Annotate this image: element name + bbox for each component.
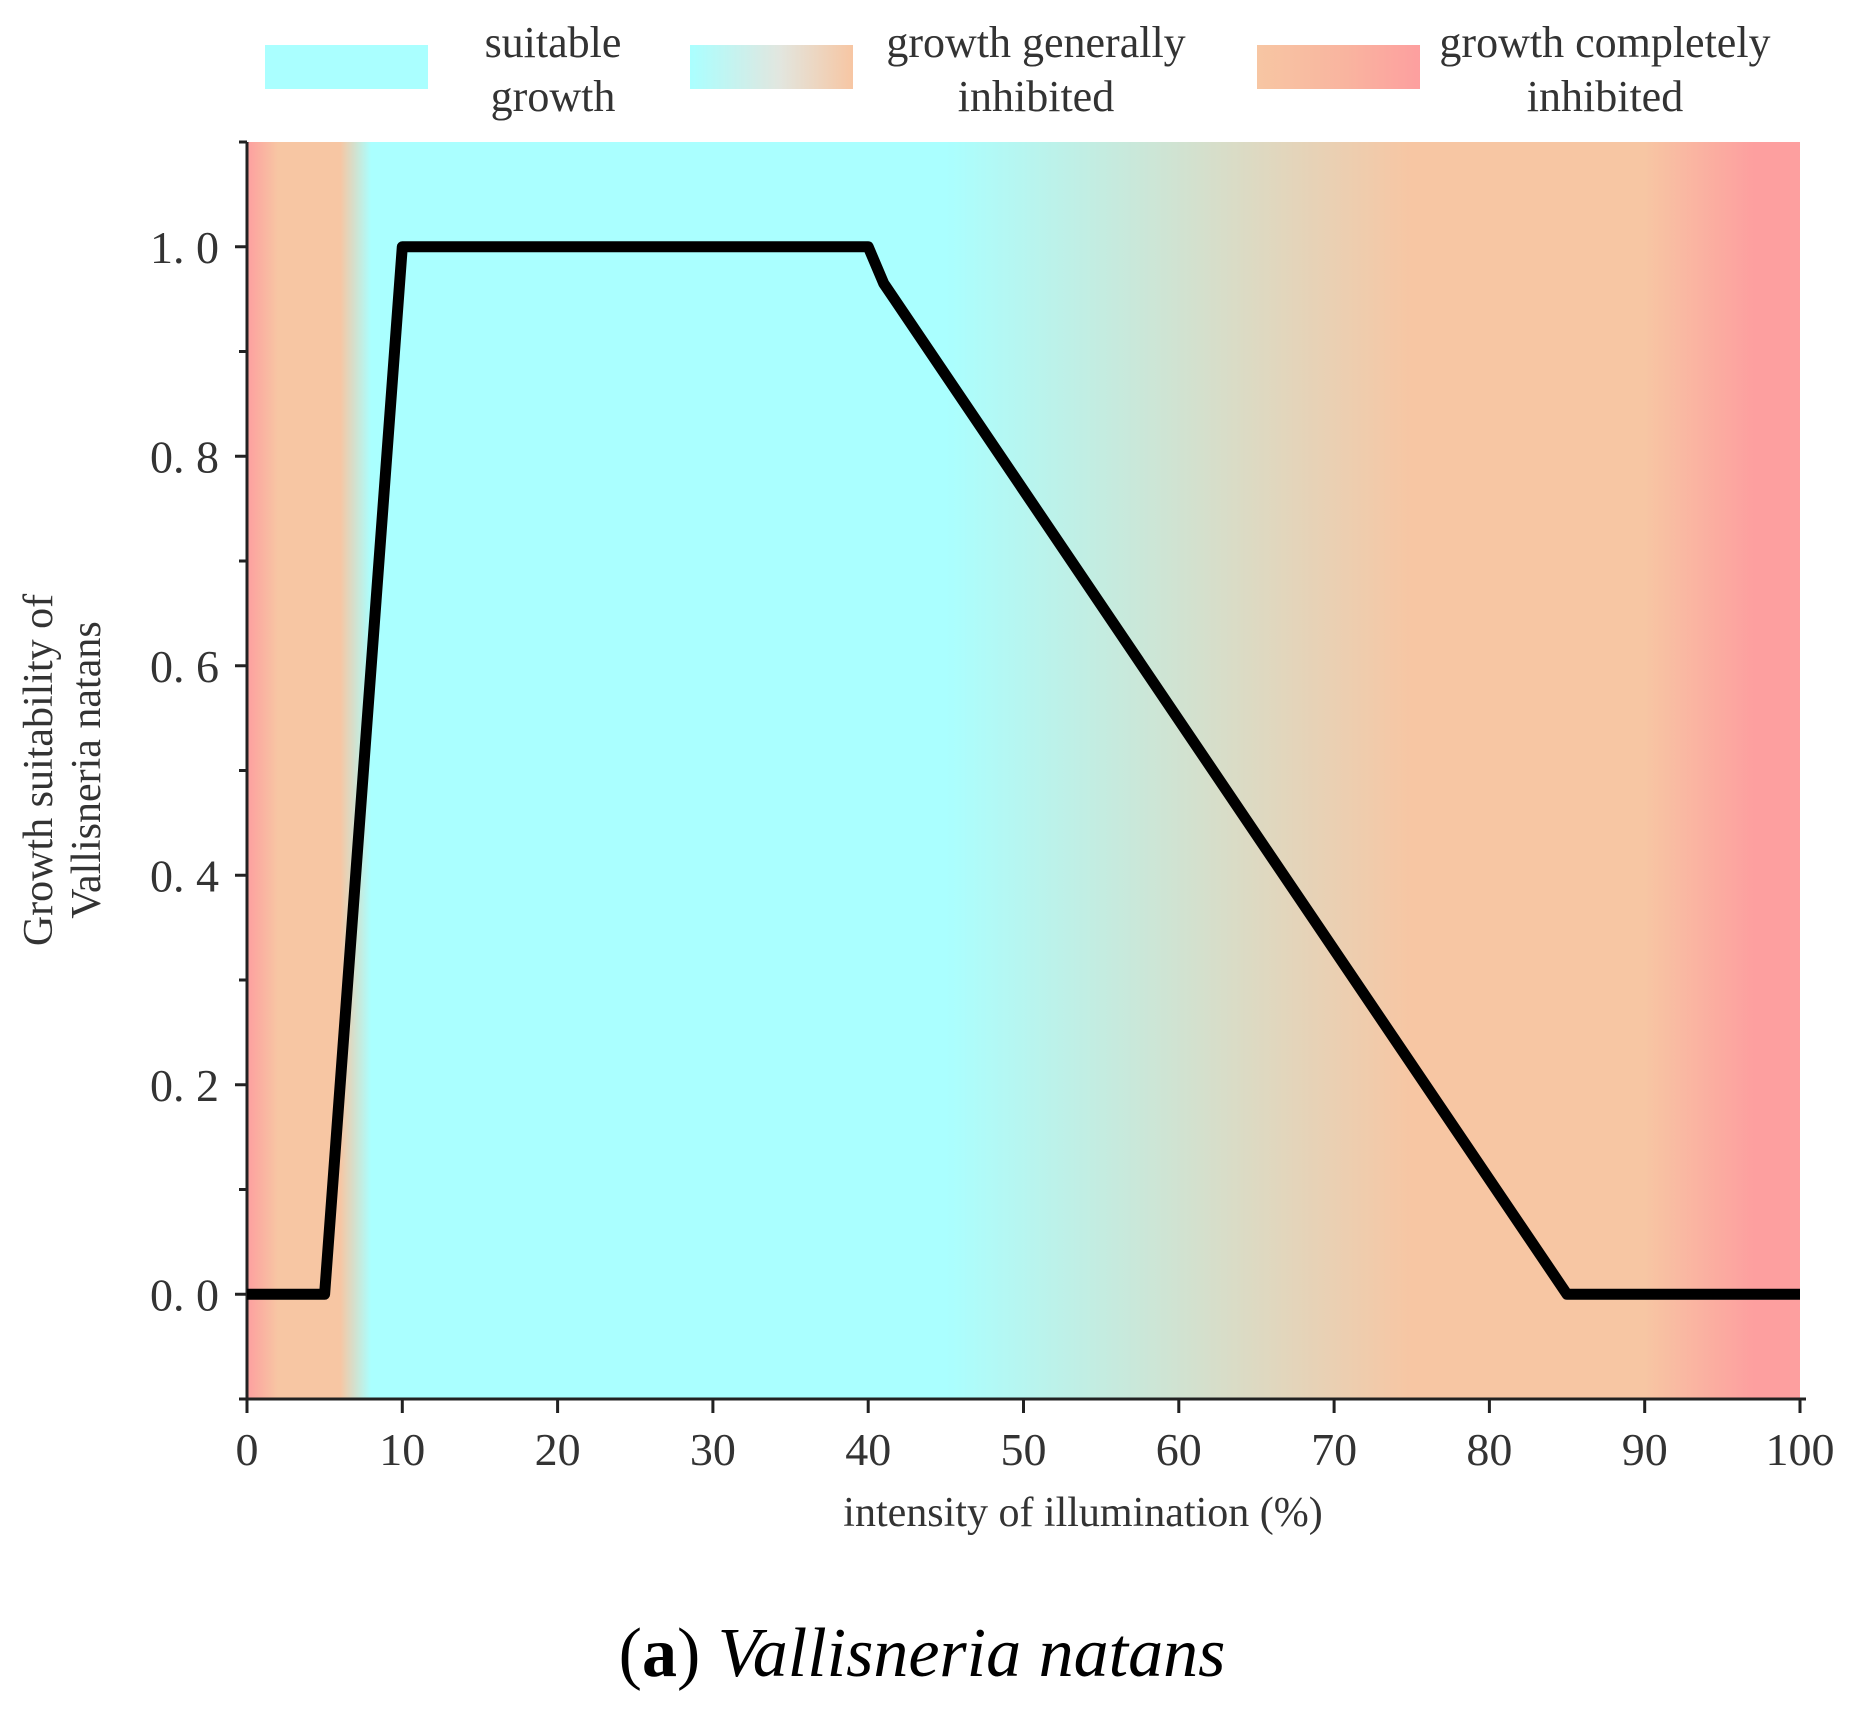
- y-tick-label: 0. 0: [150, 1269, 219, 1320]
- y-axis-label: Growth suitability of Vallisneria natans: [16, 594, 110, 946]
- y-axis-label-line1: Growth suitability of: [16, 594, 62, 946]
- y-tick-label: 0. 8: [150, 431, 219, 482]
- x-tick-label: 90: [1622, 1424, 1668, 1475]
- x-tick-label: 100: [1766, 1424, 1835, 1475]
- legend-label-suitable-line2: growth: [491, 72, 616, 121]
- series-line-growth-suitability: [247, 241, 1800, 1300]
- x-tick-label: 50: [1001, 1424, 1047, 1475]
- y-tick-label: 0. 6: [150, 641, 219, 692]
- figure-caption: (a) Vallisneria natans: [619, 1615, 1226, 1692]
- x-ticks: 0 10 20 30 40 50 60 70 80 90 100: [236, 1399, 1835, 1475]
- x-tick-label: 10: [379, 1424, 425, 1475]
- legend-label-generally-line2: inhibited: [958, 72, 1114, 121]
- legend: suitable growth growth generally inhibit…: [265, 18, 1771, 121]
- y-tick-label: 0. 2: [150, 1060, 219, 1111]
- caption-space: [700, 1615, 718, 1692]
- x-tick-label: 30: [690, 1424, 736, 1475]
- legend-label-generally-line1: growth generally: [886, 18, 1185, 67]
- y-tick-label: 0. 4: [150, 850, 219, 901]
- y-tick-label: 1. 0: [150, 222, 219, 273]
- legend-label-completely-line2: inhibited: [1527, 72, 1683, 121]
- y-ticks: 0. 0 0. 2 0. 4 0. 6 0. 8 1. 0: [150, 140, 247, 1401]
- legend-swatch-generally-inhibited: [690, 45, 853, 89]
- legend-swatch-suitable: [265, 45, 428, 89]
- caption-open-paren: (: [619, 1615, 642, 1692]
- x-tick-label: 80: [1466, 1424, 1512, 1475]
- x-tick-label: 20: [535, 1424, 581, 1475]
- caption-close-paren: ): [677, 1615, 700, 1692]
- x-tick-label: 0: [236, 1424, 259, 1475]
- caption-letter: a: [642, 1615, 677, 1692]
- caption-species: Vallisneria natans: [718, 1615, 1226, 1692]
- x-tick-label: 70: [1311, 1424, 1357, 1475]
- legend-swatch-completely-inhibited: [1257, 45, 1420, 89]
- legend-label-suitable-line1: suitable: [485, 18, 622, 67]
- x-tick-label: 60: [1156, 1424, 1202, 1475]
- y-axis-label-line2: Vallisneria natans: [64, 621, 110, 918]
- x-tick-label: 40: [845, 1424, 891, 1475]
- legend-label-completely-line1: growth completely: [1439, 18, 1770, 67]
- x-axis-label: intensity of illumination (%): [843, 1490, 1322, 1536]
- plot-background: [247, 142, 1800, 1399]
